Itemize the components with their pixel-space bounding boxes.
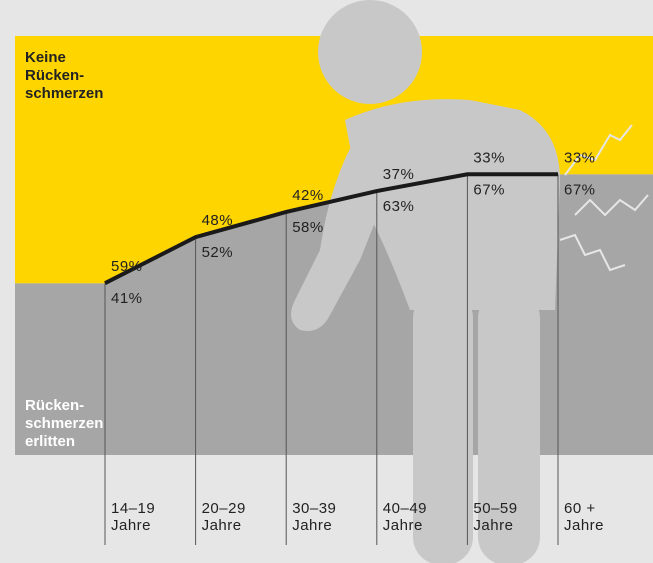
x-tick-label: Jahre [202,517,242,534]
x-tick-label: 14–19 [111,500,155,517]
value-label: 41% [111,290,143,307]
legend-label: erlitten [25,433,75,450]
legend-label: Rücken- [25,397,84,414]
x-tick-label: Jahre [473,517,513,534]
legend-label: Rücken- [25,67,84,84]
value-label: 67% [564,181,596,198]
value-label: 48% [202,212,234,229]
x-tick-label: Jahre [292,517,332,534]
value-label: 67% [473,181,505,198]
person-illustration [291,0,560,563]
x-tick-label: 20–29 [202,500,246,517]
x-tick-label: 50–59 [473,500,517,517]
value-label: 37% [383,166,415,183]
value-label: 59% [111,258,143,275]
legend-label: Keine [25,49,66,66]
x-tick-label: 30–39 [292,500,336,517]
legend-label: schmerzen [25,85,103,102]
boundary-line [104,172,558,285]
value-label: 63% [383,198,415,215]
x-tick-label: 40–49 [383,500,427,517]
legend-label: schmerzen [25,415,103,432]
value-label: 58% [292,219,324,236]
x-tick-label: Jahre [383,517,423,534]
x-tick-label: Jahre [564,517,604,534]
value-label: 33% [564,149,596,166]
pain-zigzags [559,124,649,272]
value-label: 33% [473,149,505,166]
x-tick-label: Jahre [111,517,151,534]
area [15,36,653,284]
x-tick-label: 60 + [564,500,596,517]
value-label: 42% [292,187,324,204]
value-label: 52% [202,244,234,261]
